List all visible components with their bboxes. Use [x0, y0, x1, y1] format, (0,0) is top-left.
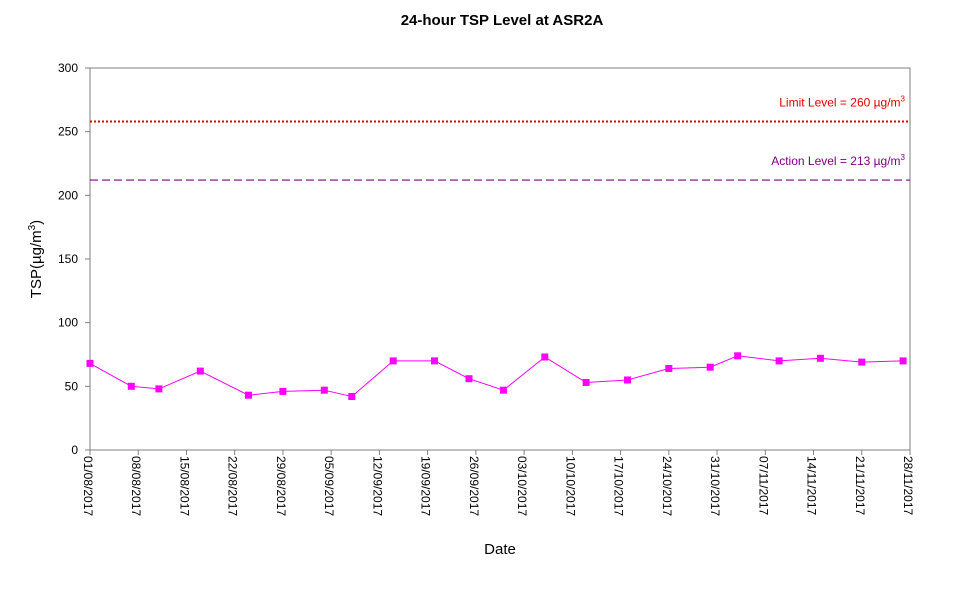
- x-tick-label: 14/11/2017: [805, 456, 819, 515]
- x-tick-label: 08/08/2017: [129, 456, 143, 516]
- series-line: [89, 355, 904, 398]
- x-tick-label: 07/11/2017: [756, 456, 770, 515]
- reference-line-label-sup: 3: [901, 153, 906, 162]
- x-tick-label: 26/09/2017: [467, 456, 481, 516]
- data-point: [86, 359, 94, 367]
- data-point: [127, 382, 135, 390]
- data-point: [320, 386, 328, 394]
- data-point: [899, 357, 907, 365]
- chart-title: 24-hour TSP Level at ASR2A: [401, 12, 604, 29]
- x-tick-label: 03/10/2017: [515, 456, 529, 516]
- y-tick-label: 250: [58, 125, 78, 139]
- data-point: [389, 357, 397, 365]
- data-point: [155, 385, 163, 393]
- y-tick-label: 150: [58, 252, 78, 266]
- x-tick-label: 24/10/2017: [660, 456, 674, 516]
- data-point: [624, 376, 631, 384]
- x-tick-label: 28/11/2017: [901, 456, 915, 515]
- x-tick-label: 21/11/2017: [853, 456, 867, 515]
- x-tick-label: 10/10/2017: [563, 456, 577, 516]
- data-point: [858, 358, 866, 366]
- y-axis: 0 50 100 150 200 250 300: [58, 61, 90, 457]
- y-tick-label: 200: [58, 188, 78, 202]
- data-point: [541, 353, 549, 361]
- x-tick-label: 15/08/2017: [177, 456, 191, 516]
- data-point: [706, 363, 714, 371]
- reference-line-label-sup: 3: [901, 94, 906, 103]
- y-tick-label: 50: [65, 379, 79, 393]
- y-axis-label-main: TSP(µg/m: [28, 230, 45, 298]
- data-point: [245, 391, 252, 399]
- data-point: [582, 379, 590, 386]
- x-tick-label: 17/10/2017: [612, 456, 626, 516]
- reference-line-label-main: Limit Level = 260 µg/m: [779, 95, 900, 109]
- data-point: [499, 386, 507, 394]
- reference-line-label: Action Level = 213 µg/m3: [771, 153, 905, 168]
- x-axis-label: Date: [484, 541, 516, 558]
- reference-line-label-main: Action Level = 213 µg/m: [771, 154, 900, 168]
- data-point: [196, 367, 204, 375]
- data-point: [431, 357, 438, 365]
- data-point: [279, 387, 287, 395]
- x-tick-label: 31/10/2017: [708, 456, 722, 516]
- data-point: [734, 352, 742, 360]
- x-tick-label: 05/09/2017: [322, 456, 336, 516]
- y-tick-label: 0: [71, 443, 78, 457]
- data-point: [816, 354, 824, 362]
- y-axis-label-sup: 3: [27, 224, 38, 230]
- data-point: [665, 365, 673, 372]
- data-point: [775, 357, 783, 365]
- y-axis-label-close: ): [28, 220, 45, 225]
- y-tick-label: 100: [58, 316, 78, 330]
- y-axis-label: TSP(µg/m3): [27, 220, 45, 298]
- x-tick-label: 01/08/2017: [81, 456, 95, 516]
- x-tick-label: 22/08/2017: [226, 456, 240, 516]
- x-tick-label: 29/08/2017: [274, 456, 288, 516]
- data-point: [465, 375, 473, 383]
- x-tick-label: 19/09/2017: [419, 456, 433, 516]
- x-axis: 01/08/2017 08/08/2017 15/08/2017 22/08/2017…: [81, 450, 915, 516]
- x-tick-label: 12/09/2017: [370, 456, 384, 516]
- reference-line-label: Limit Level = 260 µg/m3: [779, 94, 905, 109]
- series-group: [86, 352, 907, 400]
- data-point: [348, 393, 356, 400]
- y-tick-label: 300: [58, 61, 78, 75]
